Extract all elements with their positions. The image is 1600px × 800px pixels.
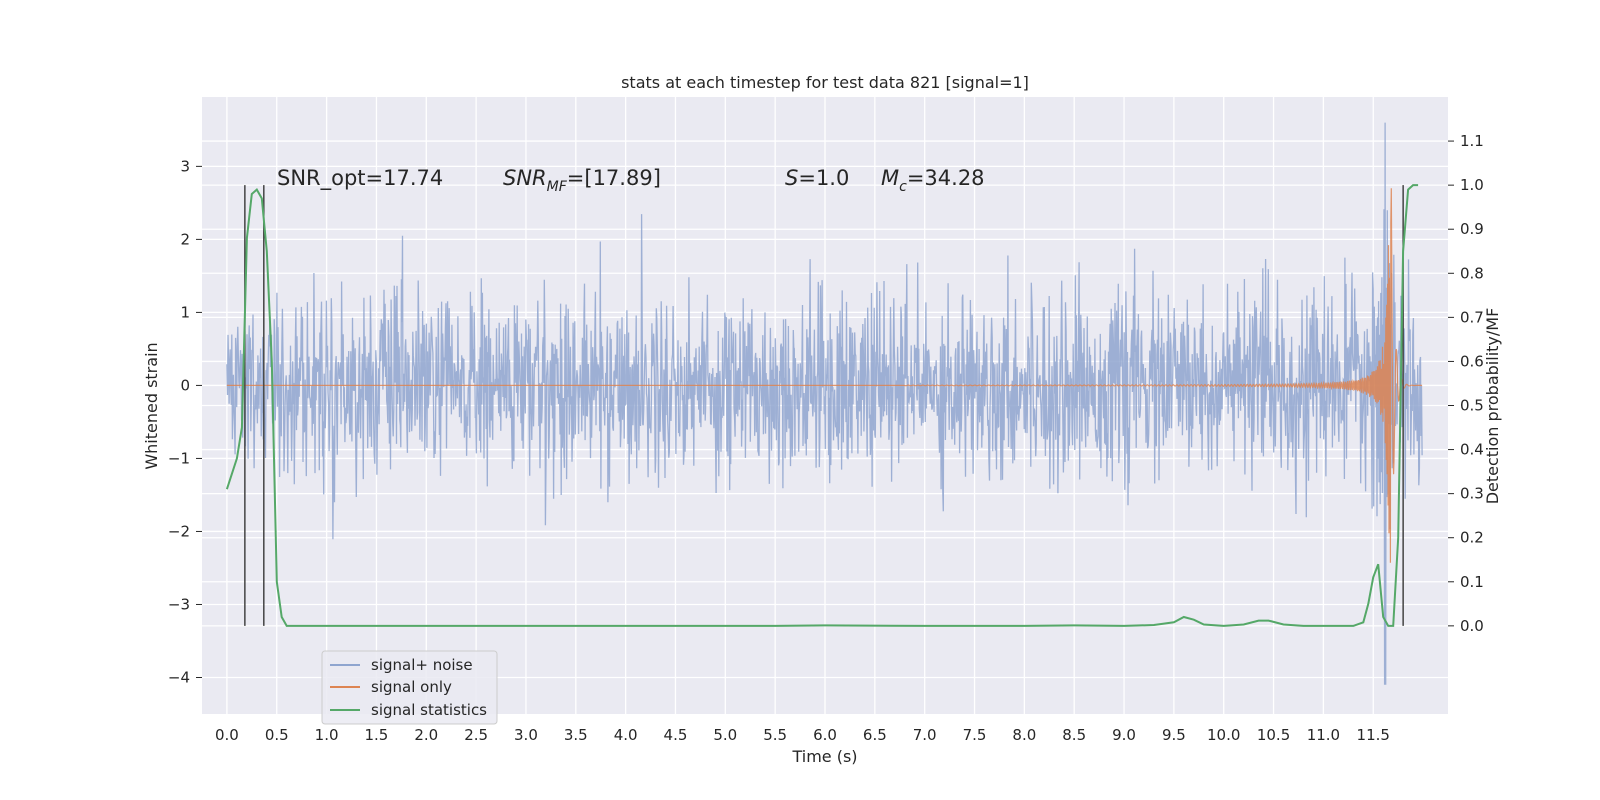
x-tick-label: 10.0: [1207, 726, 1240, 744]
right-tick-label: 0.8: [1460, 264, 1484, 282]
right-tick-label: 0.0: [1460, 617, 1484, 635]
right-tick-label: 0.9: [1460, 220, 1484, 238]
snr-opt-annotation: SNR_opt=17.74: [277, 166, 443, 191]
x-tick-label: 1.0: [315, 726, 339, 744]
left-tick-label: −2: [168, 522, 190, 540]
left-tick-label: −3: [168, 595, 190, 613]
left-tick-label: 2: [180, 230, 190, 248]
x-tick-label: 9.5: [1162, 726, 1186, 744]
x-tick-label: 9.0: [1112, 726, 1136, 744]
left-tick-label: −4: [168, 668, 190, 686]
right-tick-label: 0.5: [1460, 397, 1484, 415]
signal-statistics-series: [225, 184, 1419, 627]
left-tick-label: 3: [180, 157, 190, 175]
x-tick-label: 7.0: [913, 726, 937, 744]
right-tick-label: 0.7: [1460, 308, 1484, 326]
snr-mf-annotation: SNRMF=[17.89]: [503, 166, 661, 195]
signal-only-line: [226, 188, 1423, 563]
signal-noise-series: [226, 122, 1423, 685]
left-axis-ticks: −4 −3 −2 −1 0 1 2 3: [168, 157, 202, 686]
chart-title: stats at each timestep for test data 821…: [621, 73, 1029, 92]
signal-only-series: [226, 188, 1423, 563]
x-tick-label: 7.5: [963, 726, 987, 744]
x-tick-label: 0.0: [215, 726, 239, 744]
x-tick-label: 5.0: [713, 726, 737, 744]
x-tick-label: 5.5: [763, 726, 787, 744]
x-tick-label: 1.5: [365, 726, 389, 744]
s-annotation: S=1.0: [785, 166, 849, 190]
x-tick-label: 8.5: [1062, 726, 1086, 744]
x-tick-label: 6.0: [813, 726, 837, 744]
x-axis-label: Time (s): [791, 747, 857, 766]
x-tick-label: 6.5: [863, 726, 887, 744]
x-tick-label: 11.5: [1357, 726, 1390, 744]
right-tick-label: 0.2: [1460, 529, 1484, 547]
right-tick-label: 1.0: [1460, 176, 1484, 194]
left-tick-label: 1: [180, 303, 190, 321]
x-tick-label: 10.5: [1257, 726, 1290, 744]
x-tick-label: 4.0: [614, 726, 638, 744]
x-tick-label: 11.0: [1307, 726, 1340, 744]
right-tick-label: 0.3: [1460, 485, 1484, 503]
x-tick-label: 8.0: [1012, 726, 1036, 744]
legend-label-signal-noise: signal+ noise: [371, 656, 473, 674]
right-tick-label: 0.4: [1460, 441, 1484, 459]
left-y-axis-label: Whitened strain: [142, 342, 161, 469]
right-y-axis-label: Detection probability/MF: [1483, 308, 1502, 505]
right-tick-label: 1.1: [1460, 132, 1484, 150]
left-tick-label: 0: [180, 376, 190, 394]
right-tick-label: 0.6: [1460, 352, 1484, 370]
legend-label-signal-only: signal only: [371, 678, 452, 696]
legend-label-signal-statistics: signal statistics: [371, 701, 487, 719]
x-tick-label: 0.5: [265, 726, 289, 744]
right-axis-ticks: 0.0 0.1 0.2 0.3 0.4 0.5 0.6 0.7 0.8 0.9 1.0 1.1: [1448, 132, 1484, 635]
legend: signal+ noise signal only signal statist…: [321, 650, 498, 725]
right-tick-label: 0.1: [1460, 573, 1484, 591]
signal-noise-line: [226, 122, 1423, 685]
x-tick-label: 3.0: [514, 726, 538, 744]
x-axis-ticks: 0.0 0.5 1.0 1.5 2.0 2.5 3.0 3.5 4.0 4.5 5.0 5.5 6.0 6…: [215, 726, 1390, 744]
x-tick-label: 2.0: [414, 726, 438, 744]
x-tick-label: 2.5: [464, 726, 488, 744]
x-tick-label: 4.5: [664, 726, 688, 744]
mc-annotation: Mc=34.28: [881, 166, 985, 195]
signal-statistics-line: [225, 184, 1419, 627]
x-tick-label: 3.5: [564, 726, 588, 744]
left-tick-label: −1: [168, 449, 190, 467]
